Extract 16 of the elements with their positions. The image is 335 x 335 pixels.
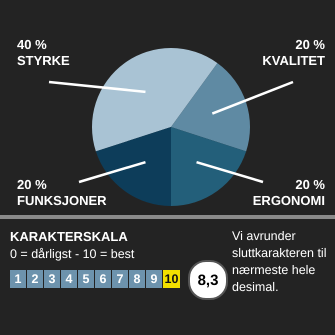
score-badge: 8,3	[188, 260, 228, 300]
slice-label: KVALITET	[262, 53, 326, 68]
text: KARAKTERSKALA	[10, 229, 128, 244]
slice-label: FUNKSJONER	[17, 193, 108, 208]
data-label: 20 %	[295, 177, 326, 192]
grade-scale: 1 2 3 4 5 6 7 8 9 10	[10, 270, 181, 288]
text: 0 = dårligst - 10 = best	[10, 247, 134, 261]
pie-slice	[92, 48, 218, 152]
slice-label: STYRKE	[17, 53, 70, 68]
slice-label: ERGONOMI	[252, 193, 325, 208]
pie-slice	[171, 63, 250, 152]
data-label: 40 %	[17, 37, 48, 52]
data-label: 20 %	[17, 177, 48, 192]
data-label: 20 %	[295, 37, 326, 52]
text: Vi avrunder sluttkarakteren til nærmeste hele desimal.	[232, 228, 328, 296]
pie-slice	[171, 127, 246, 206]
